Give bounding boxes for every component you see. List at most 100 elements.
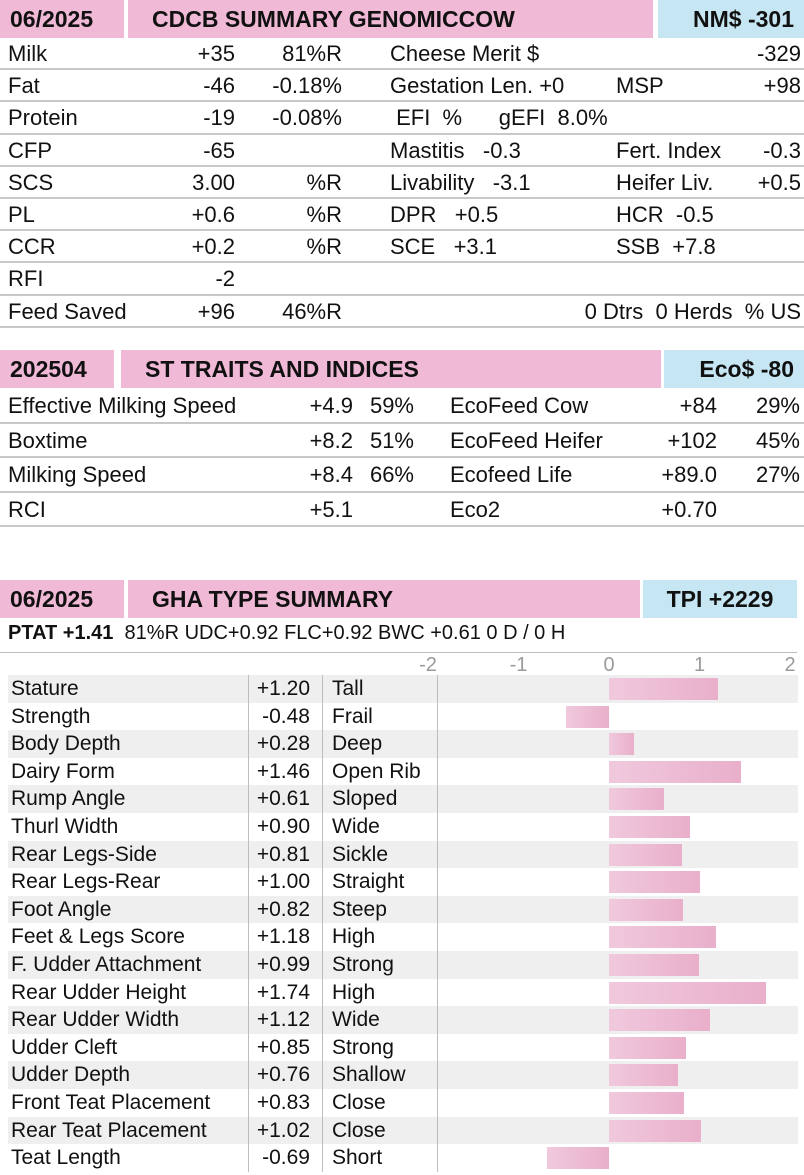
trait-name: Rump Angle [11,787,126,811]
column-divider [437,675,438,1172]
trait-descriptor: Sloped [332,787,398,811]
cdcb-cell-a: RFI [8,266,44,292]
trait-value: +1.20 [256,677,310,700]
type-row: Foot Angle +0.82 Steep [8,895,798,924]
trait-name: Udder Depth [11,1063,131,1087]
trait-name: Foot Angle [11,897,112,921]
type-row: Strength -0.48 Frail [8,703,798,731]
cdcb-cell-c: %R [306,202,342,227]
trait-descriptor: Strong [332,953,394,976]
trait-descriptor: Steep [332,897,387,921]
cdcb-cell-b: -65 [203,137,235,163]
st-cell-a: RCI [8,496,46,522]
trait-value: +0.83 [256,1091,310,1114]
trait-name: F. Udder Attachment [11,953,202,976]
cdcb-cell-b: +96 [197,298,235,324]
trait-bar [609,788,665,811]
st-header: 202504 ST TRAITS AND INDICES Eco$ -80 [0,350,804,388]
cdcb-cell-e: HCR -0.5 [616,202,714,227]
trait-descriptor: Deep [332,732,383,756]
type-row: Rear Udder Width +1.12 Wide [8,1006,798,1034]
st-cell-c: 51% [369,427,414,453]
cdcb-row: CFP -65 Mastitis -0.3 Fert. Index -0.3 [0,135,804,167]
axis-tick-label: 0 [603,654,615,676]
st-cell-e: +102 [667,427,717,453]
cdcb-cell-e: Heifer Liv. [616,169,714,195]
trait-name: Rear Udder Width [11,1008,180,1032]
trait-descriptor: Sickle [332,842,389,866]
trait-value: +1.46 [256,759,310,783]
cdcb-cell-f: +0.5 [757,169,801,195]
cdcb-header: 06/2025 CDCB SUMMARY GENOMICCOW NM$ -301 [0,0,804,38]
type-row: Udder Cleft +0.85 Strong [8,1034,798,1062]
st-cell-a: Milking Speed [8,462,147,487]
cdcb-cell-d: Livability -3.1 [390,169,531,195]
gha-date: 06/2025 [0,580,124,618]
cdcb-cell-b: -46 [203,73,235,99]
trait-value: +0.61 [256,787,310,811]
st-title: ST TRAITS AND INDICES [121,350,661,388]
trait-value: +0.81 [256,842,310,866]
trait-bar [609,981,767,1004]
cdcb-cell-b: +35 [197,41,235,66]
st-cell-f: 29% [755,393,800,418]
trait-value: +1.18 [256,925,310,949]
cdcb-cell-f: +98 [763,73,801,99]
st-index: Eco$ -80 [664,350,804,388]
cdcb-cell-c: %R [306,169,342,195]
cdcb-cell-f: -0.3 [763,137,801,163]
type-row: Feet & Legs Score +1.18 High [8,923,798,951]
cdcb-cell-b: -2 [215,266,235,292]
trait-value: -0.48 [262,704,310,728]
cdcb-title: CDCB SUMMARY GENOMICCOW [128,0,653,38]
type-row: Rear Teat Placement +1.02 Close [8,1116,798,1145]
trait-bar [609,843,683,866]
st-cell-d: Ecofeed Life [450,462,573,487]
gha-title: GHA TYPE SUMMARY [128,580,640,618]
cdcb-cell-a: CCR [8,234,56,260]
cdcb-cell-b: 3.00 [192,169,235,195]
st-cell-c: 66% [369,462,414,487]
trait-name: Rear Udder Height [11,980,187,1004]
trait-value: +0.90 [256,815,310,838]
axis-tick-label: -2 [419,654,437,676]
st-row: Boxtime +8.2 51% EcoFeed Heifer +102 45% [0,424,804,458]
trait-value: -0.69 [262,1146,310,1170]
st-row: Milking Speed +8.4 66% Ecofeed Life +89.0 27% [0,458,804,493]
cdcb-cell-f: 0 Dtrs 0 Herds % US [584,298,801,324]
cdcb-cell-d: DPR +0.5 [390,202,499,227]
cdcb-row: PL +0.6 %R DPR +0.5 HCR -0.5 [0,199,804,232]
trait-name: Teat Length [11,1146,121,1170]
cdcb-cell-e: Fert. Index [616,137,722,163]
trait-name: Front Teat Placement [11,1091,211,1114]
cdcb-index: NM$ -301 [658,0,804,38]
cdcb-row: Protein -19 -0.08% EFI % gEFI 8.0% [0,102,804,135]
cdcb-cell-b: -19 [203,105,235,131]
st-cell-c: 59% [369,393,414,418]
st-cell-b: +8.2 [309,427,353,453]
cdcb-cell-a: SCS [8,169,54,195]
cdcb-row: Feed Saved +96 46%R 0 Dtrs 0 Herds % US [0,296,804,328]
trait-value: +0.82 [256,897,310,921]
ptat-value: PTAT +1.41 [8,622,114,644]
trait-descriptor: Frail [332,704,373,728]
trait-descriptor: Straight [332,870,405,894]
column-divider [248,675,249,1172]
trait-bar [609,678,718,700]
st-row: RCI +5.1 Eco2 +0.70 [0,493,804,527]
st-date: 202504 [0,350,114,388]
trait-descriptor: Open Rib [332,759,421,783]
gha-index: TPI +2229 [643,580,797,618]
cdcb-cell-d: Cheese Merit $ [390,41,540,66]
cdcb-cell-f: -329 [756,41,801,66]
st-cell-f: 27% [755,462,800,487]
trait-value: +1.74 [256,980,310,1004]
st-cell-e: +84 [679,393,717,418]
cdcb-cell-a: Fat [8,73,40,99]
type-row: Thurl Width +0.90 Wide [8,813,798,841]
trait-name: Thurl Width [11,815,119,838]
trait-descriptor: High [332,925,376,949]
ptat-divider [0,652,797,653]
trait-bar [609,954,699,976]
cdcb-cell-a: CFP [8,137,52,163]
